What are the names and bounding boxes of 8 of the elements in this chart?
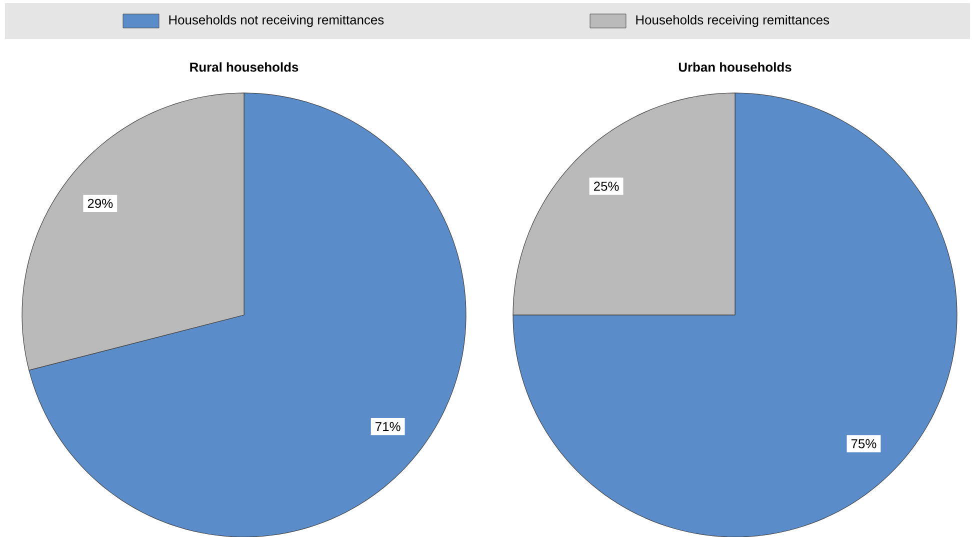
slice-label: Households not receiving remittances: [169, 14, 384, 27]
data-label: 25%: [594, 182, 619, 191]
data-label: 71%: [376, 422, 400, 431]
chart-title: Urban households: [678, 62, 792, 72]
legend-label: Households receiving remittances: [636, 14, 830, 27]
data-label: 29%: [88, 198, 113, 208]
data-label: 75%: [851, 439, 876, 448]
text: Rural households: [190, 62, 298, 72]
